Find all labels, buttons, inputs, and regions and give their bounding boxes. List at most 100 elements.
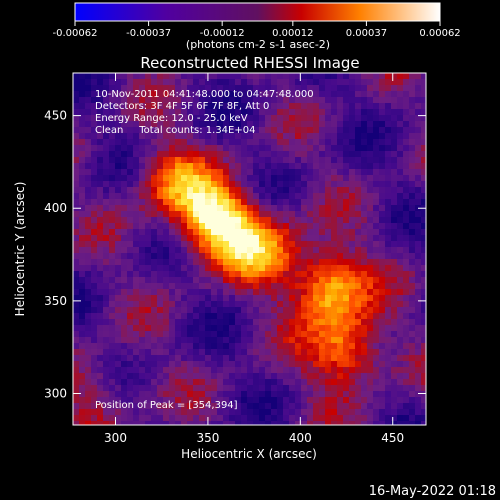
heatmap-cell bbox=[205, 97, 212, 104]
heatmap-cell bbox=[85, 157, 92, 164]
heatmap-cell bbox=[265, 277, 272, 284]
heatmap-cell bbox=[133, 415, 140, 422]
heatmap-cell bbox=[205, 163, 212, 170]
heatmap-cell bbox=[337, 79, 344, 86]
heatmap-cell bbox=[391, 151, 398, 158]
heatmap-cell bbox=[409, 289, 416, 296]
heatmap-cell bbox=[223, 133, 230, 140]
heatmap-cell bbox=[379, 343, 386, 350]
heatmap-cell bbox=[361, 277, 368, 284]
heatmap-cell bbox=[325, 253, 332, 260]
heatmap-cell bbox=[127, 139, 134, 146]
heatmap-cell bbox=[343, 403, 350, 410]
heatmap-cell bbox=[403, 331, 410, 338]
heatmap-cell bbox=[157, 181, 164, 188]
heatmap-cell bbox=[157, 331, 164, 338]
heatmap-cell bbox=[289, 307, 296, 314]
heatmap-cell bbox=[241, 373, 248, 380]
heatmap-cell bbox=[349, 73, 356, 80]
heatmap-cell bbox=[157, 205, 164, 212]
heatmap-cell bbox=[73, 109, 80, 116]
heatmap-cell bbox=[211, 175, 218, 182]
heatmap-cell bbox=[271, 217, 278, 224]
heatmap-cell bbox=[199, 121, 206, 128]
heatmap-cell bbox=[379, 391, 386, 398]
heatmap-cell bbox=[115, 325, 122, 332]
heatmap-cell bbox=[199, 343, 206, 350]
heatmap-cell bbox=[139, 265, 146, 272]
heatmap-cell bbox=[403, 235, 410, 242]
heatmap-cell bbox=[187, 253, 194, 260]
heatmap-cell bbox=[199, 325, 206, 332]
heatmap-cell bbox=[295, 229, 302, 236]
heatmap-cell bbox=[121, 385, 128, 392]
heatmap-cell bbox=[229, 91, 236, 98]
heatmap-cell bbox=[277, 265, 284, 272]
heatmap-cell bbox=[199, 163, 206, 170]
heatmap-cell bbox=[157, 415, 164, 422]
heatmap-cell bbox=[127, 337, 134, 344]
heatmap-cell bbox=[127, 217, 134, 224]
heatmap-cell bbox=[241, 235, 248, 242]
heatmap-cell bbox=[415, 415, 422, 422]
heatmap-cell bbox=[229, 109, 236, 116]
heatmap-cell bbox=[319, 253, 326, 260]
heatmap-cell bbox=[79, 373, 86, 380]
heatmap-cell bbox=[103, 415, 110, 422]
heatmap-cell bbox=[127, 397, 134, 404]
heatmap-cell bbox=[235, 103, 242, 110]
heatmap-cell bbox=[277, 127, 284, 134]
heatmap-cell bbox=[139, 403, 146, 410]
heatmap-cell bbox=[73, 301, 80, 308]
heatmap-cell bbox=[319, 175, 326, 182]
heatmap-cell bbox=[91, 289, 98, 296]
heatmap-cell bbox=[127, 229, 134, 236]
heatmap-cell bbox=[367, 181, 374, 188]
heatmap-cell bbox=[277, 367, 284, 374]
heatmap-cell bbox=[163, 223, 170, 230]
heatmap-cell bbox=[97, 277, 104, 284]
heatmap-cell bbox=[235, 199, 242, 206]
heatmap-cell bbox=[115, 175, 122, 182]
heatmap-cell bbox=[289, 139, 296, 146]
heatmap-cell bbox=[97, 199, 104, 206]
heatmap-cell bbox=[253, 115, 260, 122]
heatmap-cell bbox=[307, 421, 314, 425]
heatmap-cell bbox=[217, 271, 224, 278]
heatmap-cell bbox=[265, 133, 272, 140]
heatmap-cell bbox=[289, 133, 296, 140]
heatmap-cell bbox=[157, 295, 164, 302]
heatmap-cell bbox=[121, 343, 128, 350]
heatmap-cell bbox=[127, 373, 134, 380]
heatmap-cell bbox=[409, 235, 416, 242]
heatmap-cell bbox=[319, 151, 326, 158]
heatmap-cell bbox=[379, 103, 386, 110]
heatmap-cell bbox=[403, 79, 410, 86]
heatmap-cell bbox=[217, 337, 224, 344]
heatmap-cell bbox=[205, 325, 212, 332]
heatmap-cell bbox=[421, 415, 426, 422]
heatmap-cell bbox=[391, 223, 398, 230]
heatmap-cell bbox=[139, 295, 146, 302]
heatmap-cell bbox=[325, 289, 332, 296]
heatmap-cell bbox=[103, 73, 110, 80]
heatmap-cell bbox=[367, 157, 374, 164]
heatmap-cell bbox=[235, 349, 242, 356]
heatmap-cell bbox=[271, 337, 278, 344]
heatmap-cell bbox=[289, 361, 296, 368]
heatmap-cell bbox=[229, 121, 236, 128]
heatmap-cell bbox=[403, 91, 410, 98]
heatmap-cell bbox=[313, 175, 320, 182]
heatmap-cell bbox=[415, 145, 422, 152]
heatmap-cell bbox=[235, 277, 242, 284]
heatmap-cell bbox=[217, 313, 224, 320]
heatmap-cell bbox=[307, 169, 314, 176]
heatmap-cell bbox=[229, 331, 236, 338]
heatmap-cell bbox=[121, 283, 128, 290]
heatmap-cell bbox=[229, 373, 236, 380]
heatmap-cell bbox=[79, 115, 86, 122]
heatmap-cell bbox=[373, 253, 380, 260]
heatmap-cell bbox=[151, 265, 158, 272]
heatmap-cell bbox=[175, 343, 182, 350]
heatmap-cell bbox=[367, 247, 374, 254]
